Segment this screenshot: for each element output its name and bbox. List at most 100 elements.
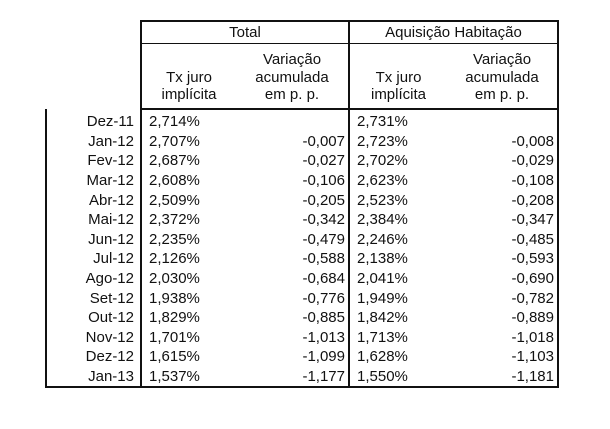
subheader-habitacao-rate: Tx juro implícita — [348, 43, 447, 110]
habitacao-variation-cell: -0,108 — [447, 170, 559, 191]
total-rate-cell: 2,030% — [140, 268, 236, 289]
table-row: Dez-11 2,714% 2,731% — [45, 109, 559, 132]
total-variation-cell — [236, 109, 349, 132]
habitacao-variation-cell: -1,181 — [447, 366, 559, 389]
date-cell: Mar-12 — [45, 170, 141, 191]
total-variation-cell: -0,007 — [302, 132, 345, 150]
date-cell: Ago-12 — [45, 268, 141, 289]
habitacao-variation-cell: -0,593 — [447, 249, 559, 269]
total-variation-cell: -0,027 — [302, 152, 345, 170]
table-row: Mai-12 2,372% -0,342 2,384% -0,347 — [45, 209, 559, 230]
total-rate-cell: 2,235% — [140, 229, 236, 250]
subheader-line: implícita — [370, 86, 426, 104]
habitacao-variation-cell: -0,782 — [447, 288, 559, 308]
total-variation-cell: -1,099 — [302, 348, 345, 366]
habitacao-variation-cell — [447, 109, 559, 132]
habitacao-rate-cell: 2,246% — [348, 229, 447, 250]
total-variation-cell: -0,885 — [302, 309, 345, 327]
habitacao-variation-cell: -1,103 — [447, 347, 559, 367]
group-header-aquisicao-habitacao: Aquisição Habitação — [348, 20, 559, 44]
table-row: Nov-12 1,701% -1,013 1,713% -1,018 — [45, 327, 559, 348]
total-rate-cell: 2,509% — [140, 190, 236, 210]
habitacao-rate-cell: 2,723% — [348, 131, 447, 152]
total-rate-cell: 2,707% — [140, 131, 236, 152]
subheader-total-rate: Tx juro implícita — [140, 43, 236, 110]
table-row: Jun-12 2,235% -0,479 2,246% -0,485 — [45, 229, 559, 250]
table-body: Dez-11 2,714% 2,731% Jan-12 2,707% -0,007 2,72… — [45, 109, 559, 389]
empty-corner-cell — [46, 21, 141, 44]
subheader-habitacao-variation: Variação acumulada em p. p. — [447, 43, 559, 110]
date-cell: Jul-12 — [45, 249, 141, 269]
habitacao-rate-cell: 1,949% — [348, 288, 447, 308]
habitacao-rate-cell: 1,713% — [348, 327, 447, 348]
subheader-line: em p. p. — [264, 86, 320, 104]
habitacao-variation-cell: -0,485 — [447, 229, 559, 250]
table-row: Mar-12 2,608% -0,106 2,623% -0,108 — [45, 170, 559, 191]
habitacao-rate-cell: 2,138% — [348, 249, 447, 269]
habitacao-rate-cell: 2,702% — [348, 151, 447, 171]
table-row: Ago-12 2,030% -0,684 2,041% -0,690 — [45, 268, 559, 289]
group-header-total: Total — [140, 20, 350, 44]
habitacao-variation-cell: -1,018 — [447, 327, 559, 348]
date-cell: Jan-12 — [45, 131, 141, 152]
total-variation-cell: -0,106 — [302, 172, 345, 190]
subheader-line: Variação — [472, 50, 532, 68]
habitacao-variation-cell: -0,889 — [447, 307, 559, 328]
total-rate-cell: 1,938% — [140, 288, 236, 308]
date-cell: Jan-13 — [45, 366, 141, 389]
total-variation-cell: -0,205 — [302, 191, 345, 209]
total-rate-cell: 1,829% — [140, 307, 236, 328]
habitacao-variation-cell: -0,347 — [447, 209, 559, 230]
subheader-total-variation: Variação acumulada em p. p. — [236, 43, 349, 110]
subheader-line: Variação — [262, 50, 322, 68]
date-cell: Nov-12 — [45, 327, 141, 348]
date-cell: Dez-12 — [45, 347, 141, 367]
table-row: Abr-12 2,509% -0,205 2,523% -0,208 — [45, 190, 559, 210]
subheader-line: em p. p. — [474, 86, 530, 104]
habitacao-rate-cell: 1,628% — [348, 347, 447, 367]
total-variation-cell: -0,342 — [302, 211, 345, 229]
habitacao-variation-cell: -0,208 — [447, 190, 559, 210]
table-row: Dez-12 1,615% -1,099 1,628% -1,103 — [45, 347, 559, 367]
habitacao-variation-cell: -0,008 — [447, 131, 559, 152]
subheader-line: Tx juro — [375, 68, 422, 86]
empty-corner-cell — [46, 44, 141, 110]
date-cell: Out-12 — [45, 307, 141, 328]
habitacao-rate-cell: 2,384% — [348, 209, 447, 230]
subheader-line: implícita — [161, 86, 217, 104]
table-row: Set-12 1,938% -0,776 1,949% -0,782 — [45, 288, 559, 308]
table-row: Jan-12 2,707% -0,007 2,723% -0,008 — [45, 131, 559, 152]
habitacao-variation-cell: -0,029 — [447, 151, 559, 171]
total-variation-cell: -0,776 — [302, 289, 345, 307]
habitacao-rate-cell: 1,842% — [348, 307, 447, 328]
habitacao-variation-cell: -0,690 — [447, 268, 559, 289]
subheader-line: Tx juro — [166, 68, 212, 86]
table-row: Fev-12 2,687% -0,027 2,702% -0,029 — [45, 151, 559, 171]
total-rate-cell: 2,608% — [140, 170, 236, 191]
total-rate-cell: 2,687% — [140, 151, 236, 171]
habitacao-rate-cell: 2,731% — [348, 109, 447, 132]
total-rate-cell: 1,537% — [140, 366, 236, 389]
habitacao-rate-cell: 2,623% — [348, 170, 447, 191]
date-cell: Dez-11 — [45, 109, 141, 132]
habitacao-rate-cell: 2,523% — [348, 190, 447, 210]
date-cell: Mai-12 — [45, 209, 141, 230]
table-row: Jul-12 2,126% -0,588 2,138% -0,593 — [45, 249, 559, 269]
total-rate-cell: 2,126% — [140, 249, 236, 269]
total-variation-cell: -0,588 — [302, 250, 345, 268]
subheader-line: acumulada — [255, 68, 329, 86]
date-cell: Fev-12 — [45, 151, 141, 171]
total-rate-cell: 1,701% — [140, 327, 236, 348]
table-row: Out-12 1,829% -0,885 1,842% -0,889 — [45, 307, 559, 328]
total-rate-cell: 2,372% — [140, 209, 236, 230]
total-variation-cell: -1,177 — [236, 366, 349, 389]
habitacao-rate-cell: 1,550% — [348, 366, 447, 389]
table-row: Jan-13 1,537% -1,177 1,550% -1,181 — [45, 366, 559, 389]
date-cell: Jun-12 — [45, 229, 141, 250]
total-rate-cell: 1,615% — [140, 347, 236, 367]
subcolumn-header-row: Tx juro implícita Variação acumulada em … — [46, 43, 559, 110]
table-header: Total Aquisição Habitação Tx juro implíc… — [46, 20, 559, 110]
interest-rate-table: Total Aquisição Habitação Tx juro implíc… — [45, 20, 559, 389]
total-variation-cell: -0,479 — [302, 230, 345, 248]
total-variation-cell: -1,013 — [302, 328, 345, 346]
